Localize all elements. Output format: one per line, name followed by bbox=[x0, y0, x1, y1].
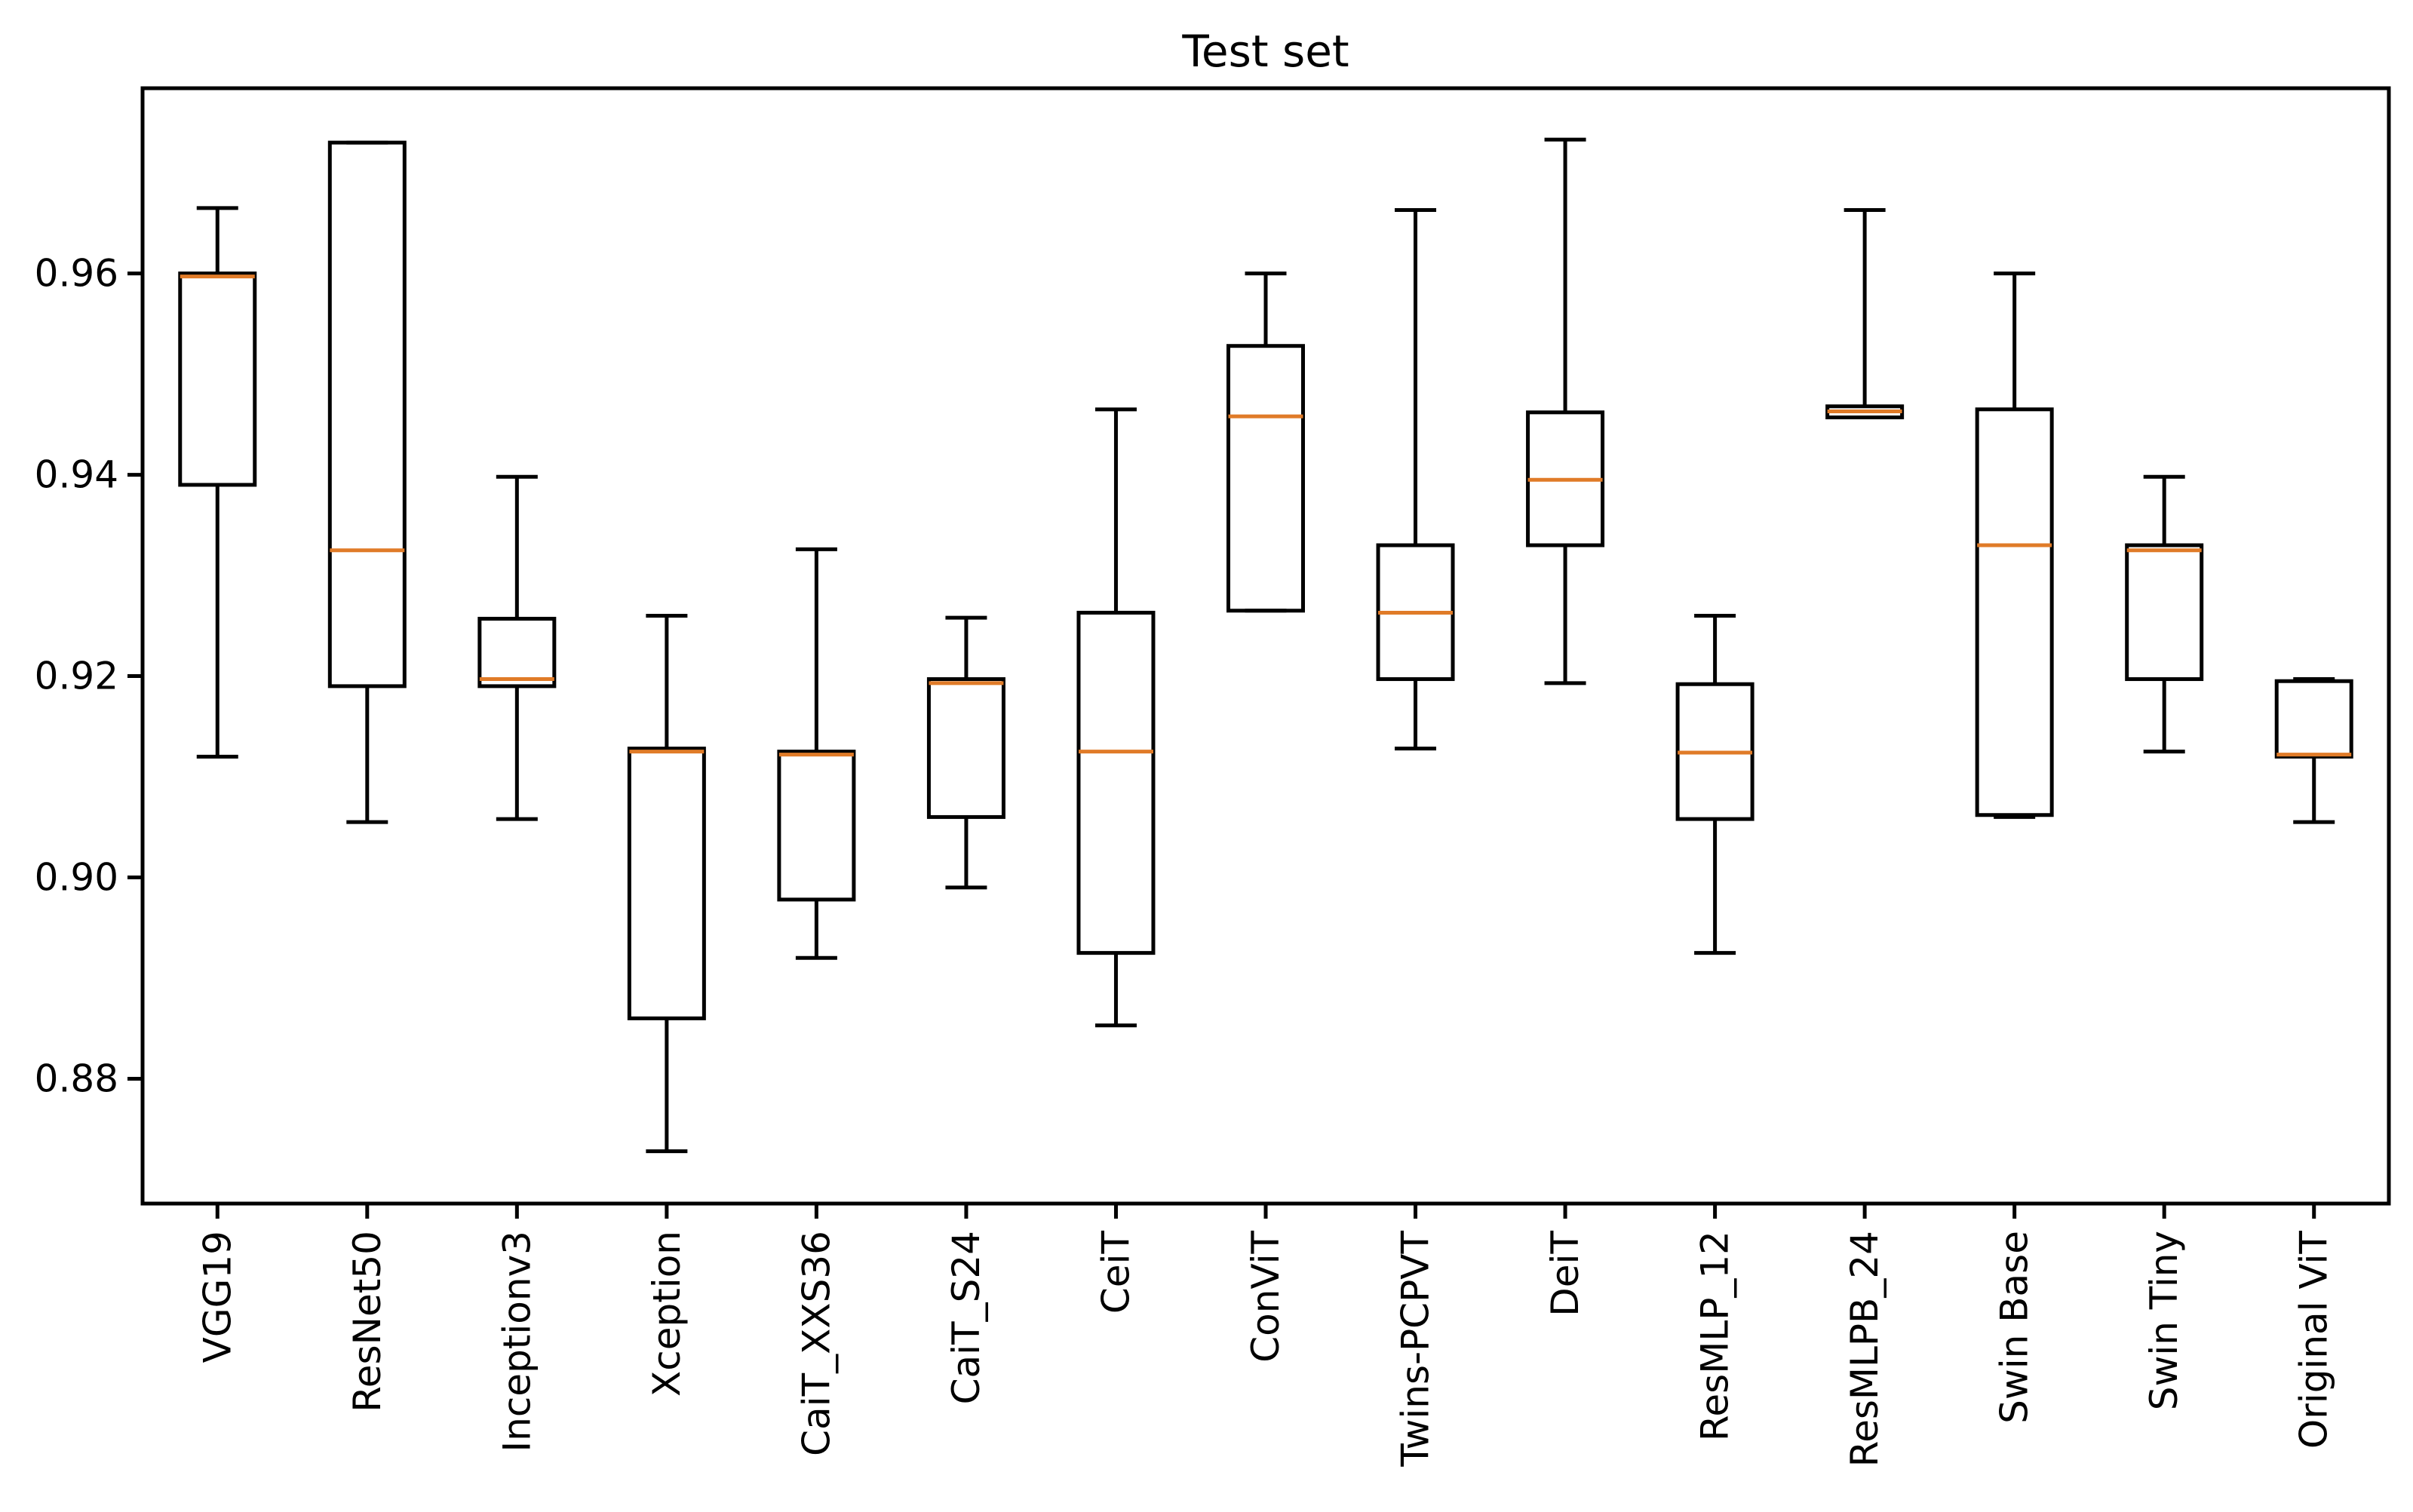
x-tick-label: DeiT bbox=[1543, 1231, 1587, 1317]
box bbox=[1975, 407, 2054, 817]
x-tick-label: Swin Tiny bbox=[2142, 1231, 2186, 1410]
box bbox=[178, 271, 257, 487]
box bbox=[1076, 610, 1156, 955]
x-tick-label: ConViT bbox=[1244, 1231, 1288, 1363]
box bbox=[2274, 679, 2353, 759]
x-tick-label: ResNet50 bbox=[345, 1231, 389, 1412]
box bbox=[926, 677, 1005, 819]
x-tick-label: ResMLPB_24 bbox=[1843, 1231, 1886, 1467]
box bbox=[477, 616, 557, 689]
y-tick-label: 0.92 bbox=[35, 655, 118, 698]
y-tick-label: 0.88 bbox=[35, 1057, 118, 1100]
box bbox=[777, 750, 856, 902]
x-tick-label: Swin Base bbox=[1993, 1231, 2037, 1424]
x-tick-label: Inceptionv3 bbox=[495, 1231, 539, 1452]
box bbox=[327, 140, 407, 689]
x-tick-label: Xception bbox=[645, 1231, 689, 1397]
box bbox=[627, 747, 706, 1020]
x-tick-label: CaiT_XXS36 bbox=[794, 1231, 838, 1456]
y-tick-label: 0.90 bbox=[35, 856, 118, 900]
x-tick-label: ResMLP_12 bbox=[1693, 1231, 1737, 1441]
box bbox=[2125, 543, 2204, 682]
x-tick-label: CaiT_S24 bbox=[944, 1231, 988, 1404]
box bbox=[1226, 344, 1305, 613]
y-tick-label: 0.94 bbox=[35, 453, 118, 497]
x-tick-label: VGG19 bbox=[195, 1231, 239, 1363]
x-tick-label: CeiT bbox=[1094, 1231, 1137, 1314]
x-tick-label: Twins-PCPVT bbox=[1394, 1231, 1438, 1468]
y-tick-label: 0.96 bbox=[35, 252, 118, 296]
x-tick-label: Original ViT bbox=[2292, 1231, 2336, 1449]
chart-title: Test set bbox=[1181, 26, 1349, 77]
